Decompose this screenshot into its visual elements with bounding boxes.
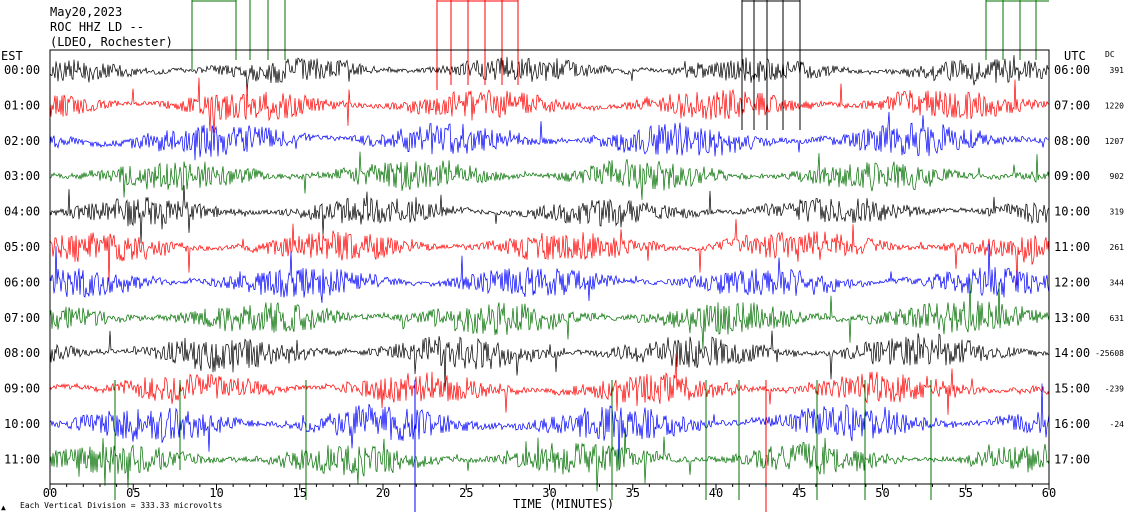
trace-line [49,77,1050,133]
header-date: May20,2023 [50,5,122,19]
trace-line [49,219,1050,286]
x-tick-label: 50 [875,486,889,500]
utc-hour-label: 06:00 [1054,63,1090,77]
x-tick-label: 15 [293,486,307,500]
dc-offset-label: 344 [1110,278,1125,287]
est-hour-label: 05:00 [4,240,40,254]
tick-layer: 00 05 10 15 20 25 30 35 40 45 50 55 60 [43,484,1056,500]
est-hour-label: 03:00 [4,169,40,183]
utc-hour-label: 17:00 [1054,452,1090,466]
est-hour-label: 10:00 [4,417,40,431]
right-axis-title: UTC [1064,49,1086,63]
trace-line [49,383,1050,468]
trace-line [49,353,1050,415]
trace-line [49,185,1050,244]
header-network: (LDEO, Rochester) [50,35,173,49]
header-station: ROC HHZ LD -- [50,20,144,34]
dc-offset-label: 319 [1110,208,1125,217]
utc-hour-label: 15:00 [1054,382,1090,396]
est-hour-label: 02:00 [4,134,40,148]
dc-offset-label: -239 [1105,385,1124,394]
x-tick-label: 10 [209,486,223,500]
utc-hour-label: 14:00 [1054,346,1090,360]
dc-column-title: DC [1105,50,1115,59]
est-hour-label: 00:00 [4,63,40,77]
est-hour-label: 01:00 [4,98,40,112]
trace-line [49,243,1050,303]
est-hour-label: 06:00 [4,275,40,289]
dc-offset-label: 261 [1110,243,1125,252]
x-tick-label: 30 [542,486,556,500]
x-tick-label: 00 [43,486,57,500]
est-hour-label: 08:00 [4,346,40,360]
utc-hour-label: 11:00 [1054,240,1090,254]
x-tick-label: 45 [792,486,806,500]
x-tick-label: 55 [959,486,973,500]
trace-line [49,278,1050,350]
est-hour-label: 09:00 [4,382,40,396]
dc-offset-label: 631 [1110,314,1125,323]
dc-offset-label: -25608 [1095,349,1124,358]
utc-hour-label: 12:00 [1054,275,1090,289]
dc-offset-label: -24 [1110,420,1125,429]
dc-offset-label: 1207 [1105,137,1124,146]
dc-offset-label: 1220 [1105,101,1124,110]
est-hour-label: 11:00 [4,452,40,466]
dc-offset-label: 902 [1110,172,1125,181]
utc-hour-label: 16:00 [1054,417,1090,431]
utc-hour-label: 08:00 [1054,134,1090,148]
est-hour-label: 04:00 [4,205,40,219]
trace-line [49,151,1050,200]
scale-note: Each Vertical Division = 333.33 microvol… [20,501,222,510]
utc-hour-label: 07:00 [1054,98,1090,112]
dc-offset-label: 391 [1110,66,1125,75]
x-axis-title: TIME (MINUTES) [513,497,614,511]
trace-line [49,430,1050,492]
trace-line [49,111,1050,161]
left-axis-title: EST [1,49,23,63]
x-tick-label: 25 [459,486,473,500]
scale-note-icon: ▲ [1,503,6,512]
plot-frame [49,49,1050,485]
plot-border [49,49,1050,485]
x-tick-label: 60 [1042,486,1056,500]
x-tick-label: 20 [376,486,390,500]
trace-layer: 00:00 06:00 391 01:00 07:00 1220 02:00 08:00 120… [4,0,1124,512]
x-tick-label: 35 [626,486,640,500]
trace-line [49,330,1050,387]
utc-hour-label: 10:00 [1054,205,1090,219]
trace-line [49,55,1050,97]
utc-hour-label: 09:00 [1054,169,1090,183]
est-hour-label: 07:00 [4,311,40,325]
x-tick-label: 05 [126,486,140,500]
x-tick-label: 40 [709,486,723,500]
utc-hour-label: 13:00 [1054,311,1090,325]
